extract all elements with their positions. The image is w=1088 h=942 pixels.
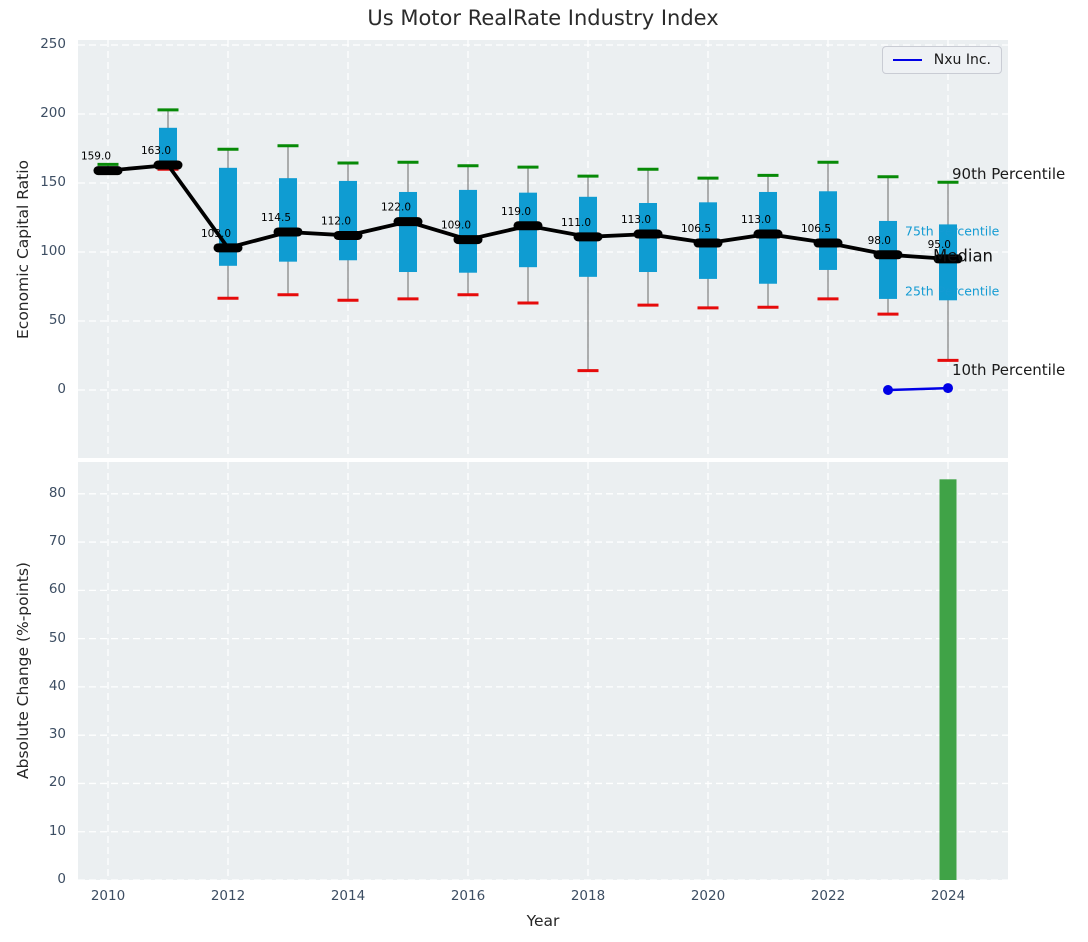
ytick-bottom-40: 40	[48, 677, 66, 694]
ytick-bottom-60: 60	[48, 581, 66, 598]
ytick-top-50: 50	[48, 312, 66, 328]
ytick-bottom-80: 80	[48, 484, 66, 501]
box-2013	[279, 178, 297, 262]
bar-2024	[939, 479, 957, 880]
median-value-label-2012: 103.0	[201, 228, 231, 240]
ytick-top-0: 0	[57, 381, 66, 397]
xtick-2012: 2012	[210, 888, 246, 904]
legend-line-sample	[893, 59, 922, 61]
median-value-label-2016: 109.0	[441, 220, 471, 232]
top-plot-area: 159.0 163.0 103.0 114.5 112.0 122.0 109.0 119.0…	[78, 40, 1008, 458]
nxu-point-2024	[943, 383, 953, 394]
xtick-2014: 2014	[330, 888, 366, 904]
nxu-point-2023	[883, 385, 893, 395]
ytick-top-100: 100	[40, 243, 66, 259]
label-10th-percentile: 10th Percentile	[952, 361, 1066, 379]
ytick-top-200: 200	[40, 105, 66, 121]
median-value-label-2022: 106.5	[801, 223, 831, 235]
ytick-bottom-70: 70	[48, 533, 66, 550]
label-90th-percentile: 90th Percentile	[952, 165, 1066, 183]
ytick-bottom-20: 20	[48, 774, 66, 791]
median-value-label-2013: 114.5	[261, 212, 291, 224]
xtick-2022: 2022	[810, 888, 846, 904]
chart-title: Us Motor RealRate Industry Index	[367, 6, 719, 30]
bottom-plot-area	[78, 462, 1008, 881]
box-2023	[879, 220, 897, 299]
label-25th-percentile: 25th Percentile	[905, 283, 1000, 299]
median-value-label-2018: 111.0	[561, 217, 591, 229]
median-value-label-2015: 122.0	[381, 202, 411, 214]
median-value-label-2024: 95.0	[928, 239, 951, 251]
median-value-label-2020: 106.5	[681, 223, 711, 235]
ytick-bottom-10: 10	[48, 822, 66, 839]
ytick-bottom-0: 0	[57, 871, 66, 887]
ytick-bottom-50: 50	[48, 629, 66, 646]
median-value-label-2010: 159.0	[81, 151, 111, 163]
legend: Nxu Inc.	[882, 46, 1002, 74]
median-value-label-2014: 112.0	[321, 215, 351, 227]
median-value-label-2019: 113.0	[621, 214, 651, 226]
box-2022	[819, 191, 837, 270]
median-value-label-2023: 98.0	[868, 235, 891, 247]
median-value-label-2011: 163.0	[141, 145, 171, 157]
x-axis-label: Year	[526, 912, 560, 930]
ytick-top-150: 150	[40, 174, 66, 190]
box-2016	[459, 189, 477, 273]
legend-label: Nxu Inc.	[933, 52, 991, 68]
bar-canvas	[78, 462, 1008, 881]
ytick-bottom-30: 30	[48, 726, 66, 743]
boxplot-canvas: 159.0 163.0 103.0 114.5 112.0 122.0 109.0 119.0…	[78, 40, 1008, 458]
xtick-2016: 2016	[450, 888, 486, 904]
xtick-2018: 2018	[570, 888, 606, 904]
xtick-2010: 2010	[90, 888, 126, 904]
box-2015	[399, 191, 417, 273]
ytick-top-250: 250	[40, 36, 66, 52]
xtick-2020: 2020	[690, 888, 726, 904]
median-value-label-2021: 113.0	[741, 214, 771, 226]
bottom-y-axis-label: Absolute Change (%-points)	[14, 562, 32, 780]
box-2014	[339, 180, 357, 261]
label-median: Median	[933, 246, 994, 266]
median-value-label-2017: 119.0	[501, 206, 531, 218]
box-2011	[159, 127, 177, 168]
label-75th-percentile: 75th Percentile	[905, 223, 1000, 239]
xtick-2024: 2024	[930, 888, 966, 904]
nxu-line	[887, 386, 949, 392]
